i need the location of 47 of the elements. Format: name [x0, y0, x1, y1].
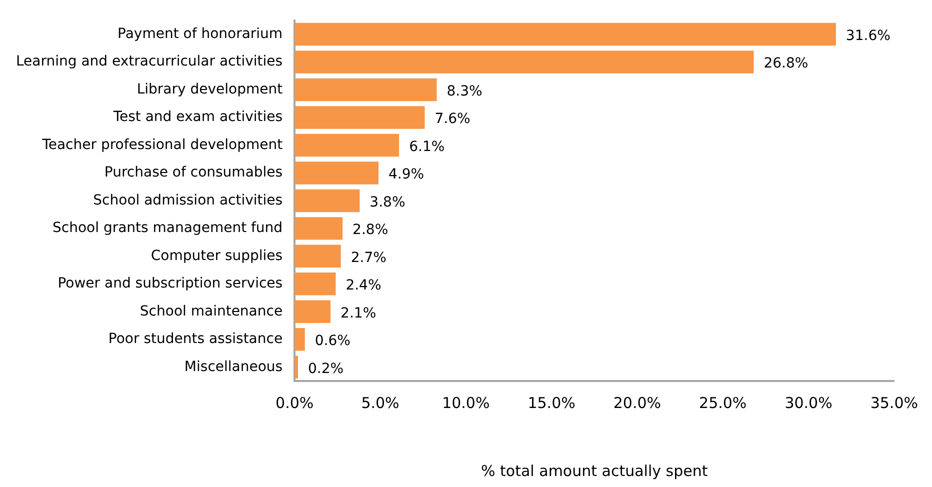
bar: [294, 78, 437, 102]
y-tick-label: School admission activities: [93, 192, 283, 208]
bar: [294, 162, 379, 184]
bar: [294, 300, 331, 324]
x-tick-label: 0.0%: [276, 394, 314, 412]
y-tick-label: Teacher professional development: [41, 136, 284, 153]
y-tick-label: Learning and extracurricular activities: [16, 54, 283, 70]
bar: [294, 22, 836, 46]
y-tick-label: School grants management fund: [52, 220, 283, 236]
x-tick-label: 5.0%: [361, 394, 400, 412]
x-tick-label: 15.0%: [528, 394, 576, 412]
bar: [294, 134, 400, 157]
bar: [294, 328, 305, 351]
data-label: 6.1%: [409, 138, 445, 155]
y-tick-label: Miscellaneous: [184, 358, 283, 375]
data-label: 0.6%: [314, 333, 350, 350]
bar: [294, 189, 360, 212]
data-label: 2.4%: [346, 278, 382, 294]
x-axis-title: % total amount actually spent: [481, 462, 708, 480]
data-label: 8.3%: [446, 83, 482, 100]
y-tick-label: Computer supplies: [150, 248, 283, 264]
y-tick-label: Poor students assistance: [108, 331, 283, 348]
y-tick-label: Power and subscription services: [58, 276, 283, 292]
x-tick-label: 25.0%: [699, 394, 747, 412]
y-tick-label: School maintenance: [140, 303, 283, 320]
y-tick-label: Test and exam activities: [112, 109, 283, 126]
y-tick-label: Purchase of consumables: [104, 164, 283, 181]
data-label: 3.8%: [370, 194, 406, 210]
data-label: 2.1%: [340, 305, 376, 322]
data-label: 2.8%: [352, 222, 388, 238]
data-label: 31.6%: [846, 28, 890, 44]
data-label: 4.9%: [388, 166, 424, 183]
x-tick-label: 30.0%: [784, 394, 832, 412]
bar: [294, 244, 341, 268]
bar: [294, 272, 336, 296]
x-tick-label: 20.0%: [613, 394, 662, 412]
bar: [294, 106, 425, 129]
bar: [294, 50, 754, 74]
y-tick-label: Library development: [136, 81, 284, 98]
data-label: 26.8%: [764, 56, 808, 72]
x-tick-label: 35.0%: [870, 394, 918, 412]
bar: [294, 217, 343, 240]
data-label: 2.7%: [350, 250, 386, 266]
x-tick-label: 10.0%: [442, 394, 490, 412]
data-label: 0.2%: [308, 360, 344, 377]
y-tick-label: Payment of honorarium: [118, 26, 283, 42]
data-label: 7.6%: [434, 111, 470, 128]
